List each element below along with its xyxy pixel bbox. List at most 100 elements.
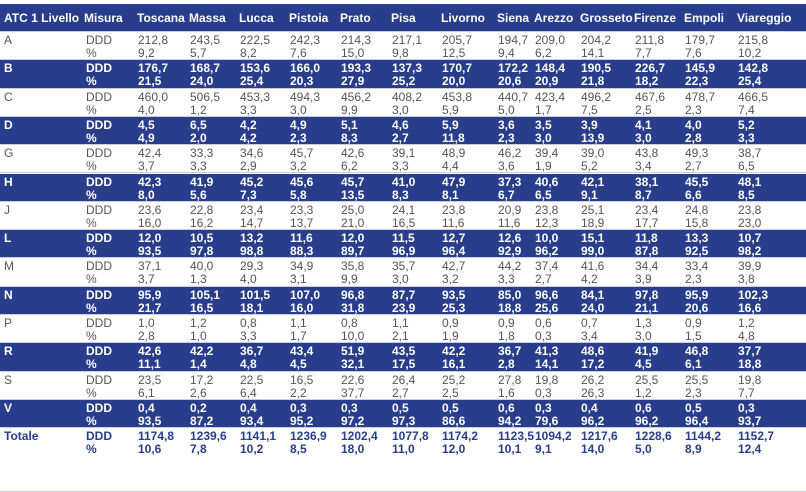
pct-cell: 3,3 — [498, 272, 515, 287]
atc-cell: H — [4, 174, 13, 189]
pct-cell: 8,3 — [341, 130, 358, 145]
pct-cell: 12,4 — [738, 442, 762, 457]
pct-cell: 17,5 — [392, 357, 416, 372]
pct-cell: 2,3 — [498, 130, 515, 145]
pct-cell: 9,1 — [535, 442, 552, 457]
measure-label: % — [86, 130, 97, 145]
ddd-cell: 0,9 — [442, 316, 459, 330]
measure-label: DDD — [86, 33, 112, 47]
ddd-cell: 42,2 — [442, 344, 466, 359]
pct-cell: 6,6 — [685, 187, 702, 202]
pct-cell: 96,2 — [635, 413, 659, 428]
ddd-cell: 0,5 — [685, 400, 702, 415]
header-cell: Viareggio — [737, 11, 792, 25]
atc-cell: A — [4, 33, 13, 47]
ddd-cell: 1,2 — [738, 316, 755, 330]
ddd-cell: 1239,6 — [190, 429, 227, 444]
pct-cell: 2,5 — [442, 385, 459, 400]
pct-cell: 3,2 — [290, 159, 307, 174]
ddd-cell: 37,4 — [535, 259, 559, 274]
pct-cell: 7,6 — [290, 46, 307, 60]
pct-cell: 1,2 — [635, 385, 652, 400]
header-cell: Prato — [340, 11, 371, 25]
ddd-cell: 0,4 — [138, 400, 155, 415]
ddd-cell: 212,8 — [138, 33, 169, 47]
table-row: S DDD% 23,5 17,2 22,5 16,5 22,6 26,4 25,2 27,8 19,… — [0, 371, 806, 400]
pct-cell: 9,4 — [498, 46, 515, 60]
pct-cell: 13,7 — [290, 215, 314, 230]
ddd-cell: 22,5 — [240, 372, 264, 387]
ddd-cell: 41,9 — [190, 174, 214, 189]
header-cell: Siena — [497, 11, 530, 25]
measure-label: DDD — [86, 146, 112, 161]
ddd-cell: 215,8 — [738, 33, 769, 47]
pct-cell: 92,5 — [685, 244, 709, 259]
pct-cell: 20,9 — [535, 74, 559, 89]
pct-cell: 4,0 — [138, 102, 155, 117]
pct-cell: 15,0 — [341, 46, 365, 60]
pct-cell: 10,6 — [138, 442, 162, 457]
ddd-cell: 3,5 — [535, 117, 552, 132]
table-row: Totale DDD% 1174,8 1239,6 1141,1 1236,9 1202,4… — [0, 428, 806, 492]
ddd-cell: 408,2 — [392, 89, 423, 104]
ddd-cell: 142,8 — [738, 61, 769, 76]
measure-label: % — [86, 102, 97, 117]
table-row: D DDD% 4,5 6,5 4,2 4,9 5,1 4,6 5,9 3,6 3,5 3,9 4,1 4,… — [0, 116, 806, 146]
ddd-cell: 40,0 — [190, 259, 214, 274]
pct-cell: 88,3 — [290, 244, 314, 259]
ddd-cell: 26,4 — [392, 372, 416, 387]
ddd-cell: 1,1 — [290, 316, 307, 330]
table-row: G DDD% 42,4 33,3 34,6 45,7 42,6 39,1 48,9 46,2 39,… — [0, 145, 806, 174]
ddd-cell: 107,0 — [290, 287, 321, 302]
ddd-cell: 45,6 — [290, 174, 314, 189]
ddd-cell: 23,8 — [442, 202, 466, 217]
ddd-cell: 12,7 — [442, 231, 466, 246]
header-cell: Arezzo — [534, 11, 574, 25]
ddd-cell: 34,9 — [290, 259, 314, 274]
pct-cell: 7,4 — [738, 102, 755, 117]
ddd-cell: 25,1 — [581, 202, 605, 217]
pct-cell: 86,6 — [442, 413, 466, 428]
ddd-cell: 10,7 — [738, 231, 762, 246]
ddd-cell: 0,5 — [392, 400, 409, 415]
pct-cell: 2,8 — [138, 329, 155, 343]
measure-label: % — [86, 385, 97, 400]
ddd-cell: 41,0 — [392, 174, 416, 189]
ddd-cell: 42,3 — [138, 174, 162, 189]
table-row: J DDD% 23,6 22,8 23,4 23,3 25,0 24,1 23,8 20,9 23,… — [0, 201, 806, 231]
ddd-cell: 243,5 — [190, 33, 221, 47]
pct-cell: 1,6 — [498, 385, 515, 400]
table-row: R DDD% 42,6 42,2 36,7 43,4 51,9 43,5 42,2 36,7 41,… — [0, 343, 806, 372]
ddd-cell: 222,5 — [240, 33, 271, 47]
pct-cell: 18,8 — [498, 300, 522, 315]
ddd-cell: 11,5 — [392, 231, 415, 246]
ddd-cell: 41,9 — [635, 344, 659, 359]
ddd-cell: 12,6 — [498, 231, 522, 246]
ddd-cell: 27,8 — [498, 372, 522, 387]
pct-cell: 8,9 — [685, 442, 702, 457]
pct-cell: 18,1 — [240, 300, 264, 315]
header-cell: Livorno — [441, 11, 485, 25]
pct-cell: 3,6 — [498, 159, 515, 174]
measure-label: DDD — [86, 89, 112, 104]
pct-cell: 8,1 — [442, 187, 459, 202]
ddd-cell: 1152,7 — [738, 429, 775, 444]
pct-cell: 79,6 — [535, 413, 559, 428]
pct-cell: 96,9 — [392, 244, 416, 259]
pct-cell: 98,8 — [240, 244, 264, 259]
pct-cell: 3,3 — [240, 102, 257, 117]
pct-cell: 5,0 — [498, 102, 515, 117]
pct-cell: 2,7 — [392, 385, 409, 400]
ddd-cell: 170,7 — [442, 61, 473, 76]
ddd-cell: 97,8 — [635, 287, 659, 302]
ddd-cell: 0,6 — [535, 316, 552, 330]
pct-cell: 9,9 — [341, 102, 358, 117]
measure-label: DDD — [86, 344, 112, 359]
header-row: ATC 1 Livello Misura Toscana Massa Lucca Pist… — [0, 4, 806, 32]
pct-cell: 3,0 — [635, 329, 652, 343]
ddd-cell: 38,1 — [635, 174, 659, 189]
pct-cell: 4,5 — [290, 357, 307, 372]
ddd-cell: 23,5 — [138, 372, 162, 387]
ddd-cell: 17,2 — [190, 372, 214, 387]
ddd-cell: 496,2 — [581, 89, 612, 104]
